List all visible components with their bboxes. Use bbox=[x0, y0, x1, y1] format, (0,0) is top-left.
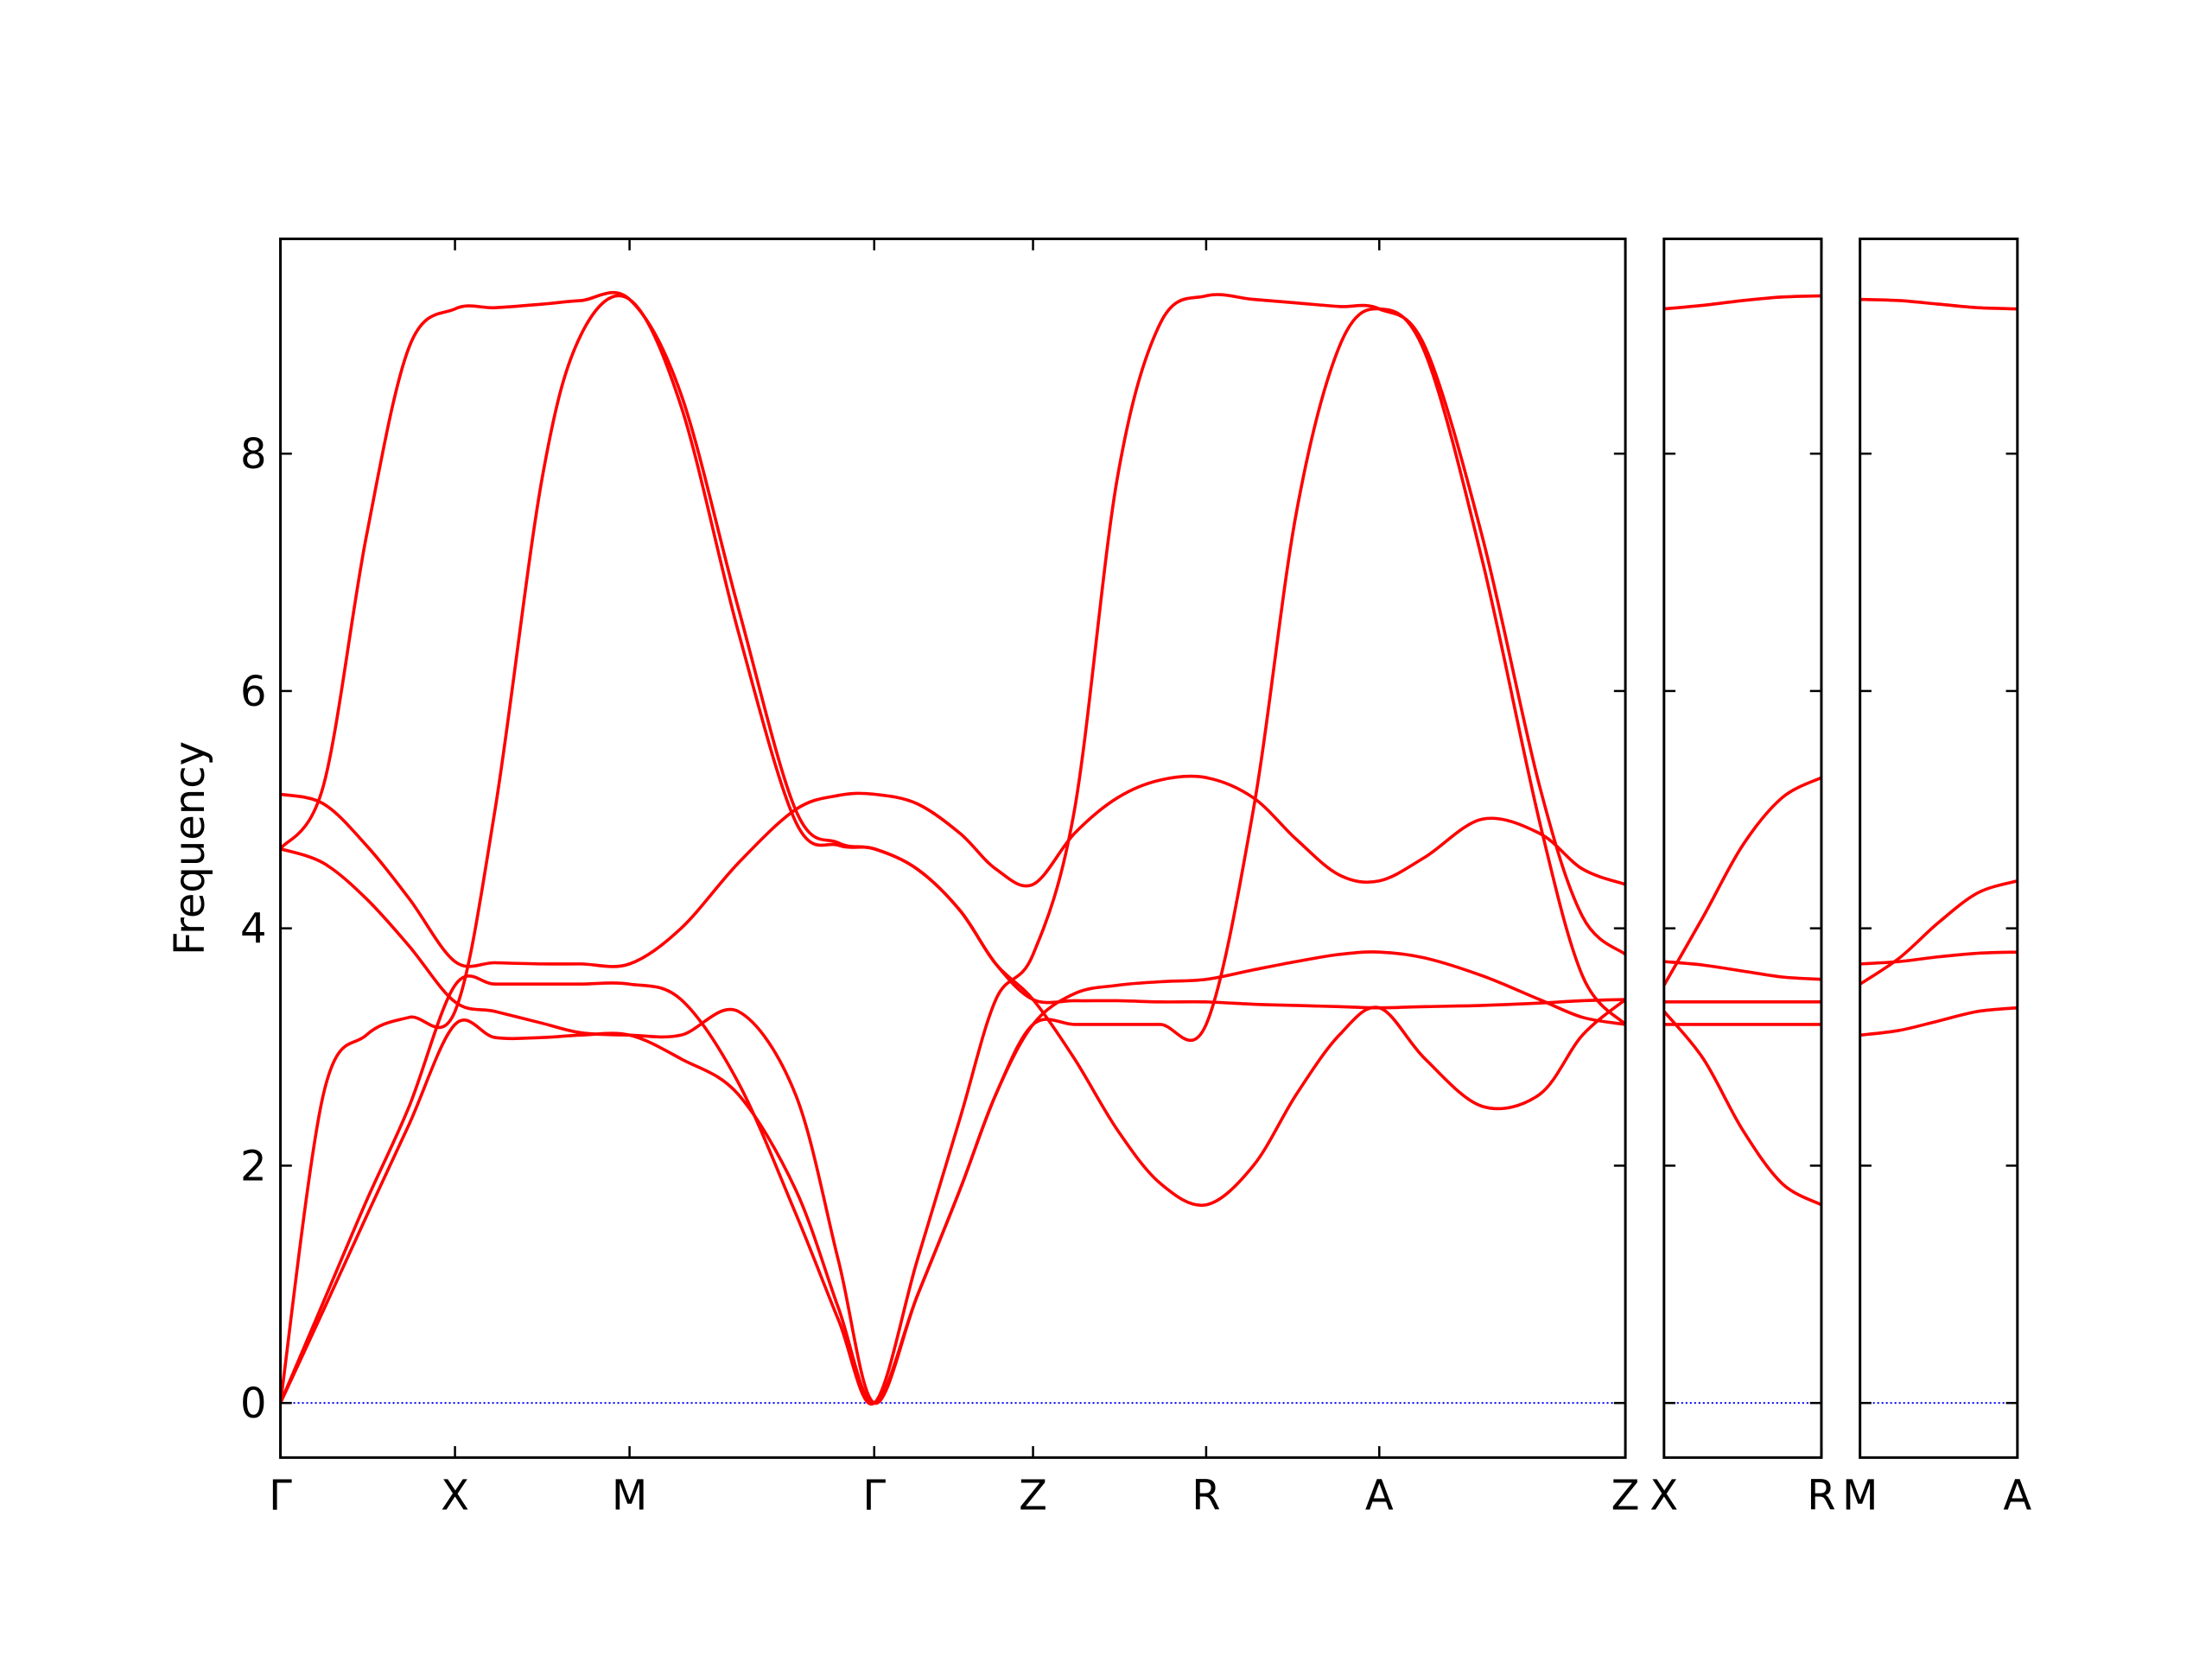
band-line bbox=[280, 847, 1626, 1405]
band-line bbox=[280, 294, 1626, 1404]
band-line bbox=[1859, 1005, 2018, 1037]
x-tick-label: Z bbox=[1019, 1471, 1047, 1519]
series-group bbox=[1663, 294, 1821, 1207]
axes-frame bbox=[279, 238, 1627, 1459]
band-line bbox=[1663, 1010, 1821, 1207]
x-tick-label: A bbox=[1365, 1471, 1394, 1519]
band-line bbox=[280, 307, 1626, 1405]
y-tick-label: 6 bbox=[240, 668, 267, 716]
y-tick-label: 4 bbox=[240, 905, 267, 954]
x-tick-label: Γ bbox=[269, 1471, 292, 1519]
y-tick-label: 8 bbox=[240, 430, 267, 479]
series-group bbox=[1859, 297, 2018, 1037]
axes-frame bbox=[1859, 238, 2019, 1459]
x-tick-label: A bbox=[2003, 1471, 2031, 1519]
band-line bbox=[1859, 950, 2018, 966]
band-line bbox=[1663, 776, 1821, 986]
series-group bbox=[280, 290, 1626, 1406]
y-tick-label: 0 bbox=[240, 1380, 267, 1428]
y-axis-label: Frequency bbox=[166, 741, 214, 955]
band-line bbox=[1859, 879, 2018, 986]
x-tick-label: M bbox=[1842, 1471, 1878, 1519]
band-line bbox=[1663, 294, 1821, 311]
band-line bbox=[1859, 297, 2018, 311]
x-tick-label: R bbox=[1192, 1471, 1220, 1519]
x-tick-label: Z bbox=[1611, 1471, 1640, 1519]
band-line bbox=[280, 293, 1626, 1406]
band-line bbox=[280, 774, 1626, 968]
x-tick-label: X bbox=[441, 1471, 469, 1519]
y-tick-label: 2 bbox=[240, 1142, 267, 1190]
x-tick-label: R bbox=[1807, 1471, 1835, 1519]
band-line bbox=[280, 290, 1626, 1208]
band-line bbox=[1663, 960, 1821, 981]
x-tick-label: X bbox=[1649, 1471, 1678, 1519]
x-tick-label: Γ bbox=[862, 1471, 886, 1519]
axes-frame bbox=[1662, 238, 1823, 1459]
x-tick-label: M bbox=[612, 1471, 647, 1519]
